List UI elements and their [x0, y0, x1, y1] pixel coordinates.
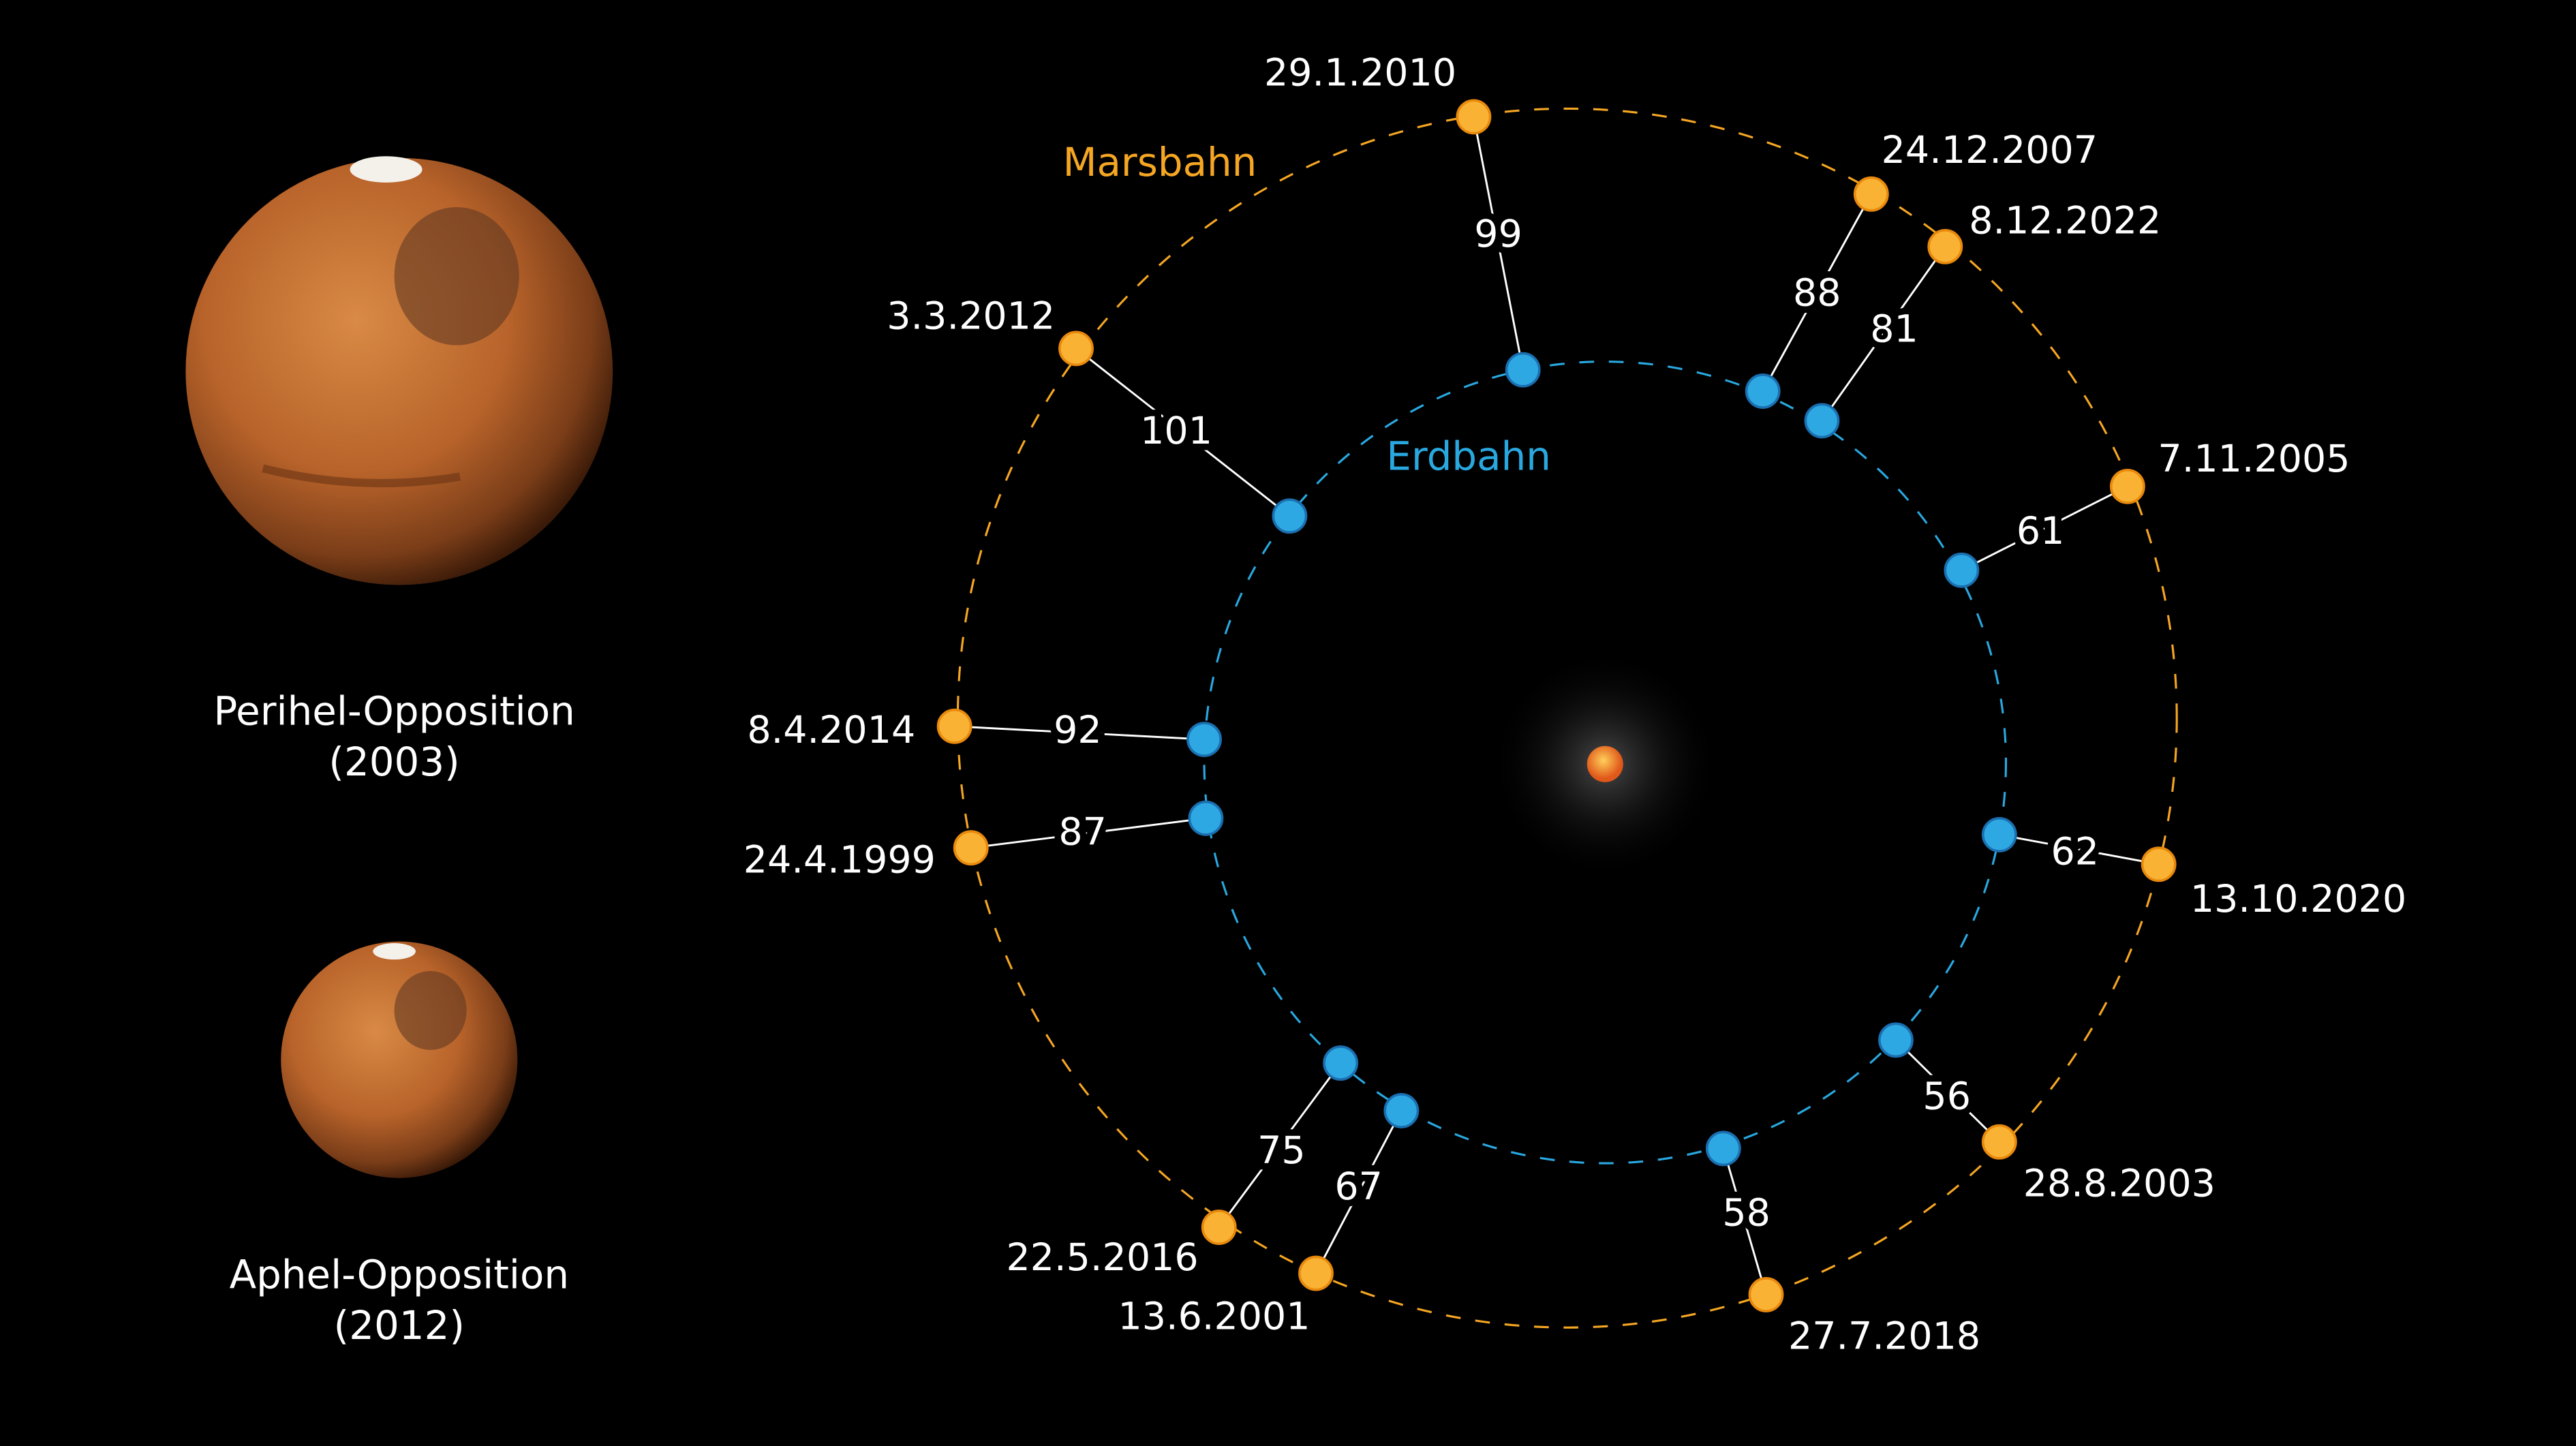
date-label: 3.3.2012 — [887, 294, 1055, 338]
opposition: 81 8.12.2022 — [1804, 200, 2161, 439]
earth-position-marker — [1804, 403, 1840, 439]
mars-orbit-label: Marsbahn — [1063, 139, 1257, 185]
connector-line — [1075, 348, 1291, 517]
distance-label: 75 — [1257, 1129, 1306, 1173]
earth-position-marker — [1323, 1045, 1359, 1081]
earth-position-marker — [1878, 1022, 1914, 1058]
connector-line — [970, 817, 1206, 849]
date-label: 8.12.2022 — [1969, 200, 2161, 243]
date-label: 7.11.2005 — [2158, 437, 2350, 481]
mars-position-marker — [1456, 99, 1492, 135]
date-label: 8.4.2014 — [747, 709, 915, 752]
opposition: 61 7.11.2005 — [1944, 437, 2350, 588]
mars-aphelion-image — [281, 941, 518, 1178]
earth-position-marker — [1186, 722, 1222, 758]
opposition: 56 28.8.2003 — [1878, 1022, 2215, 1205]
opposition: 87 24.4.1999 — [743, 800, 1224, 882]
mars-orbit — [956, 107, 2178, 1329]
distance-label: 56 — [1922, 1075, 1971, 1119]
earth-position-marker — [1981, 817, 2017, 852]
earth-position-marker — [1944, 552, 1980, 588]
earth-orbit — [1203, 360, 2008, 1165]
earth-position-marker — [1745, 373, 1781, 409]
distance-label: 87 — [1058, 810, 1107, 854]
distance-label: 99 — [1474, 213, 1522, 256]
earth-position-marker — [1188, 800, 1224, 836]
aphelion-caption-line2: (2012) — [334, 1302, 465, 1349]
distance-label: 101 — [1140, 410, 1212, 453]
date-label: 29.1.2010 — [1264, 52, 1456, 95]
date-label: 24.12.2007 — [1882, 129, 2098, 172]
earth-orbit-label: Erdbahn — [1386, 433, 1551, 480]
mars-perihelion-image — [185, 156, 613, 585]
mars-position-marker — [936, 708, 972, 744]
date-label: 24.4.1999 — [743, 838, 936, 882]
perihelion-caption-line2: (2003) — [328, 739, 459, 785]
opposition: 58 27.7.2018 — [1705, 1130, 1980, 1358]
connector-line — [1961, 485, 2128, 572]
date-label: 28.8.2003 — [2023, 1162, 2215, 1205]
distance-label: 62 — [2051, 830, 2099, 874]
mars-position-marker — [1853, 176, 1889, 212]
distance-label: 92 — [1054, 709, 1102, 752]
opposition: 92 8.4.2014 — [747, 702, 1222, 759]
connector-line — [1821, 246, 1946, 422]
opposition: 101 3.3.2012 — [887, 294, 1308, 534]
mars-position-marker — [1748, 1277, 1784, 1312]
mars-position-marker — [1298, 1255, 1334, 1291]
date-label: 22.5.2016 — [1007, 1236, 1199, 1280]
distance-label: 88 — [1793, 272, 1841, 316]
connector-line — [1472, 117, 1524, 370]
perihelion-caption-line1: Perihel-Opposition — [213, 688, 574, 734]
date-label: 13.10.2020 — [2190, 878, 2406, 921]
opposition: 62 13.10.2020 — [1981, 817, 2406, 921]
connector-line — [1218, 1062, 1342, 1228]
connector-line — [1895, 1039, 2000, 1143]
sun — [1586, 745, 1623, 782]
mars-position-marker — [1927, 228, 1963, 264]
mars-position-marker — [1201, 1210, 1237, 1246]
earth-position-marker — [1505, 352, 1541, 388]
mars-position-marker — [1981, 1124, 2017, 1160]
distance-label: 81 — [1870, 308, 1918, 352]
connector-line — [1762, 194, 1873, 392]
mars-position-marker — [2109, 468, 2145, 504]
date-label: 13.6.2001 — [1118, 1295, 1310, 1339]
oppositions: 99 29.1.2010 88 24.12.2007 81 8.12.2022 61 7.11… — [743, 52, 2407, 1359]
earth-position-marker — [1383, 1093, 1420, 1128]
mars-position-marker — [953, 830, 989, 866]
connector-line — [1999, 833, 2159, 865]
earth-position-marker — [1272, 498, 1308, 534]
opposition: 99 29.1.2010 — [1264, 52, 1541, 388]
opposition: 88 24.12.2007 — [1745, 129, 2098, 409]
opposition: 75 22.5.2016 — [1007, 1045, 1359, 1280]
opposition: 67 13.6.2001 — [1118, 1093, 1420, 1339]
connector-line — [954, 725, 1205, 741]
distance-label: 61 — [2017, 510, 2065, 553]
earth-position-marker — [1705, 1130, 1741, 1167]
connector-line — [1722, 1148, 1767, 1295]
connector-line — [1315, 1110, 1402, 1274]
distance-label: 67 — [1334, 1165, 1383, 1209]
aphelion-caption-line1: Aphel-Opposition — [230, 1251, 569, 1297]
mars-position-marker — [2141, 846, 2177, 882]
distance-label: 58 — [1722, 1192, 1770, 1235]
date-label: 27.7.2018 — [1788, 1314, 1980, 1358]
mars-position-marker — [1058, 330, 1094, 367]
